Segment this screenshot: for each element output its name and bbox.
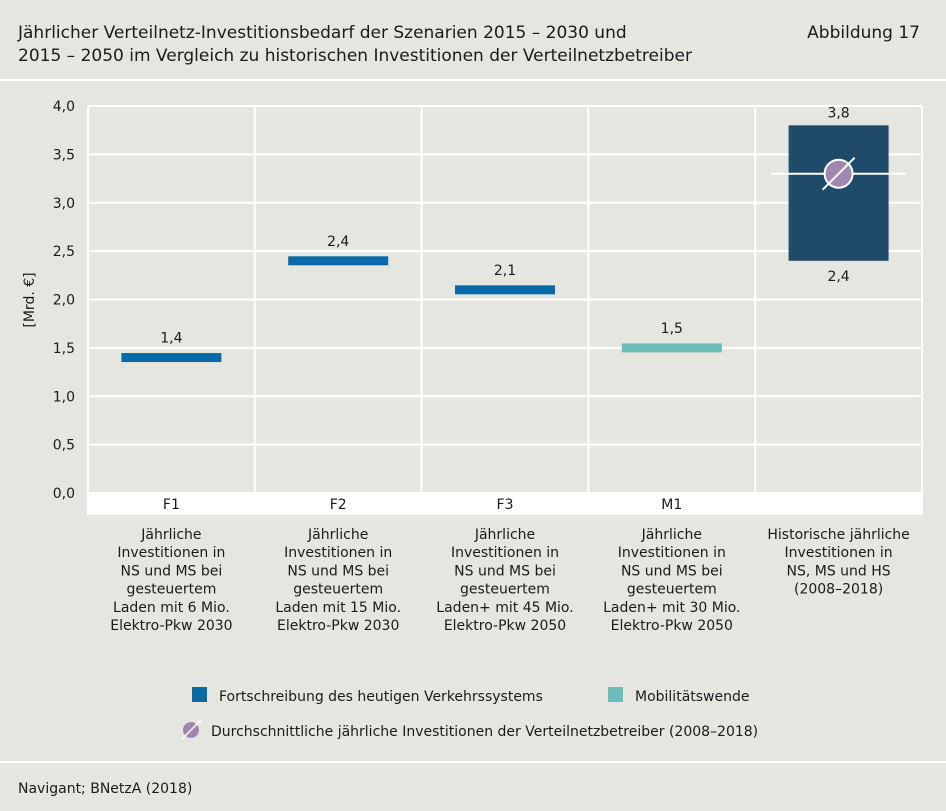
category-description: gesteuertem: [460, 582, 550, 598]
category-description: Laden mit 15 Mio.: [275, 600, 401, 616]
y-tick-label: 2,0: [53, 293, 75, 309]
title-line-2: 2015 – 2050 im Vergleich zu historischen…: [18, 46, 692, 66]
y-axis-label: [Mrd. €]: [22, 272, 38, 327]
legend-average-slash: [180, 719, 202, 741]
category-description: gesteuertem: [293, 582, 383, 598]
title-line-1: Jährlicher Verteilnetz-Investitionsbedar…: [17, 23, 627, 43]
range-low-label: 2,4: [827, 269, 849, 285]
category-description: Jährliche: [641, 527, 702, 543]
value-marker: [455, 285, 555, 295]
data-label: 1,4: [160, 331, 182, 347]
category-description: Investitionen in: [451, 545, 559, 561]
category-description: NS und MS bei: [287, 563, 389, 579]
category-code: F2: [330, 497, 347, 513]
category-description: Laden+ mit 45 Mio.: [436, 600, 573, 616]
y-tick-label: 1,5: [53, 341, 75, 357]
category-code: F1: [163, 497, 180, 513]
figure-label: Abbildung 17: [807, 23, 920, 43]
range-high-label: 3,8: [827, 105, 849, 121]
category-description: Elektro-Pkw 2030: [277, 618, 399, 634]
legend-swatch-fortschreibung: [192, 687, 207, 702]
category-description: Elektro-Pkw 2050: [611, 618, 733, 634]
average-marker-slash: [821, 157, 856, 191]
category-description: NS, MS und HS: [787, 563, 891, 579]
category-band: [88, 493, 922, 515]
legend-label-fortschreibung: Fortschreibung des heutigen Verkehrssyst…: [219, 689, 543, 705]
category-description: Investitionen in: [284, 545, 392, 561]
data-label: 2,4: [327, 234, 349, 250]
category-description: Elektro-Pkw 2030: [110, 618, 232, 634]
source-note: Navigant; BNetzA (2018): [18, 781, 192, 797]
category-description: Laden mit 6 Mio.: [113, 600, 230, 616]
category-description: Jährliche: [307, 527, 368, 543]
value-marker: [288, 256, 389, 266]
chart: 0,0 0,5 1,0 1,5 2,0 2,5 3,0 3,5 4,0 [Mrd. €] F1 Jäh…: [22, 99, 923, 634]
legend-swatch-mobilitaetswende: [608, 687, 623, 702]
y-tick-label: 0,0: [53, 486, 75, 502]
y-tick-label: 0,5: [53, 438, 75, 454]
category-description: Jährliche: [140, 527, 201, 543]
category-code: M1: [661, 497, 682, 513]
y-tick-label: 4,0: [53, 99, 75, 115]
category-description: NS und MS bei: [454, 563, 556, 579]
y-tick-label: 1,0: [53, 389, 75, 405]
category-description: Laden+ mit 30 Mio.: [603, 600, 740, 616]
category-description: Investitionen in: [785, 545, 893, 561]
y-tick-label: 3,5: [53, 147, 75, 163]
category-description: gesteuertem: [627, 582, 717, 598]
category-description: NS und MS bei: [621, 563, 723, 579]
historical-range-box: [788, 125, 889, 261]
category-description: Jährliche: [474, 527, 535, 543]
data-label: 1,5: [661, 321, 683, 337]
y-tick-label: 2,5: [53, 244, 75, 260]
category-description: Historische jährliche: [767, 527, 909, 543]
category-description: Elektro-Pkw 2050: [444, 618, 566, 634]
data-label: 2,1: [494, 263, 516, 279]
y-tick-label: 3,0: [53, 196, 75, 212]
category-description: NS und MS bei: [121, 563, 223, 579]
legend-label-mobilitaetswende: Mobilitätswende: [635, 689, 750, 705]
legend-label-average: Durchschnittliche jährliche Investitione…: [211, 724, 758, 740]
category-description: Investitionen in: [618, 545, 726, 561]
category-code: F3: [497, 497, 514, 513]
value-marker: [621, 343, 722, 353]
category-description: Investitionen in: [117, 545, 225, 561]
category-description: gesteuertem: [126, 582, 216, 598]
legend: Fortschreibung des heutigen Verkehrssyst…: [180, 687, 758, 741]
value-marker: [121, 353, 222, 363]
category-description: (2008–2018): [794, 582, 883, 598]
